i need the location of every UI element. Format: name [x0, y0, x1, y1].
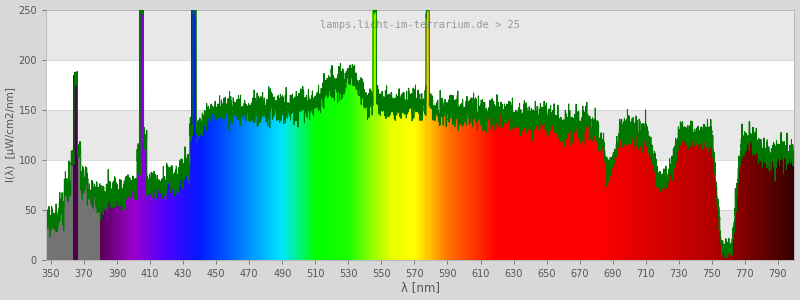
Bar [46, 210, 794, 260]
Bar [139, 10, 144, 260]
Text: lamps.licht-im-terrarium.de > 25: lamps.licht-im-terrarium.de > 25 [320, 20, 520, 30]
Y-axis label: I(λ)  [μW/cm2/nm]: I(λ) [μW/cm2/nm] [6, 87, 15, 182]
Bar [190, 10, 195, 260]
Bar [46, 10, 794, 60]
Bar [46, 110, 794, 160]
Bar [74, 75, 78, 260]
X-axis label: λ [nm]: λ [nm] [401, 281, 440, 294]
Bar [372, 10, 378, 260]
Bar [425, 10, 430, 260]
